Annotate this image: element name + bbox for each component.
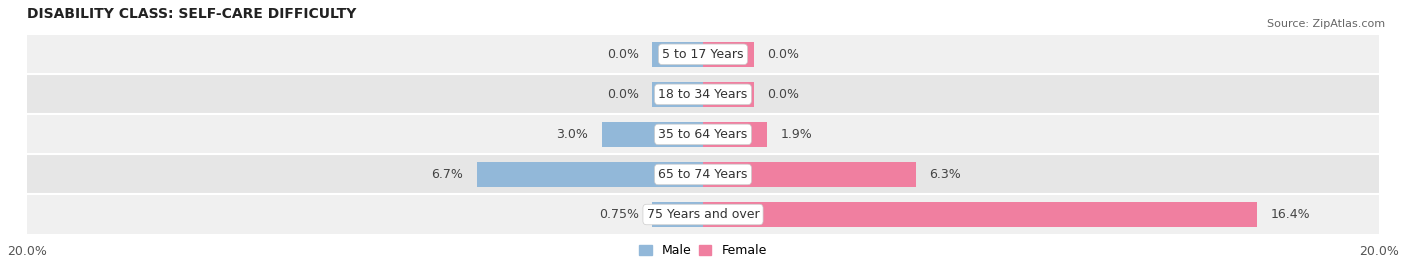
FancyBboxPatch shape	[27, 34, 1379, 74]
Text: DISABILITY CLASS: SELF-CARE DIFFICULTY: DISABILITY CLASS: SELF-CARE DIFFICULTY	[27, 7, 356, 21]
FancyBboxPatch shape	[27, 74, 1379, 114]
Bar	[602, 122, 703, 147]
FancyBboxPatch shape	[27, 114, 1379, 154]
Text: 18 to 34 Years: 18 to 34 Years	[658, 88, 748, 101]
Text: 6.3%: 6.3%	[929, 168, 962, 181]
Text: 75 Years and over: 75 Years and over	[647, 208, 759, 221]
Bar	[652, 42, 703, 67]
Bar	[703, 162, 915, 187]
Bar	[703, 42, 754, 67]
Text: 0.0%: 0.0%	[768, 48, 799, 61]
Text: 16.4%: 16.4%	[1271, 208, 1310, 221]
Bar	[477, 162, 703, 187]
Text: 65 to 74 Years: 65 to 74 Years	[658, 168, 748, 181]
Text: 0.0%: 0.0%	[607, 88, 638, 101]
Bar	[703, 82, 754, 107]
Text: Source: ZipAtlas.com: Source: ZipAtlas.com	[1267, 19, 1385, 29]
Bar	[703, 202, 1257, 227]
FancyBboxPatch shape	[27, 195, 1379, 234]
Bar	[652, 202, 703, 227]
Legend: Male, Female: Male, Female	[634, 239, 772, 262]
Text: 0.0%: 0.0%	[768, 88, 799, 101]
Text: 1.9%: 1.9%	[780, 128, 813, 141]
FancyBboxPatch shape	[27, 154, 1379, 195]
Bar	[703, 122, 768, 147]
Text: 6.7%: 6.7%	[432, 168, 463, 181]
Text: 35 to 64 Years: 35 to 64 Years	[658, 128, 748, 141]
Text: 0.75%: 0.75%	[599, 208, 638, 221]
Bar	[652, 82, 703, 107]
Text: 5 to 17 Years: 5 to 17 Years	[662, 48, 744, 61]
Text: 0.0%: 0.0%	[607, 48, 638, 61]
Text: 3.0%: 3.0%	[557, 128, 588, 141]
